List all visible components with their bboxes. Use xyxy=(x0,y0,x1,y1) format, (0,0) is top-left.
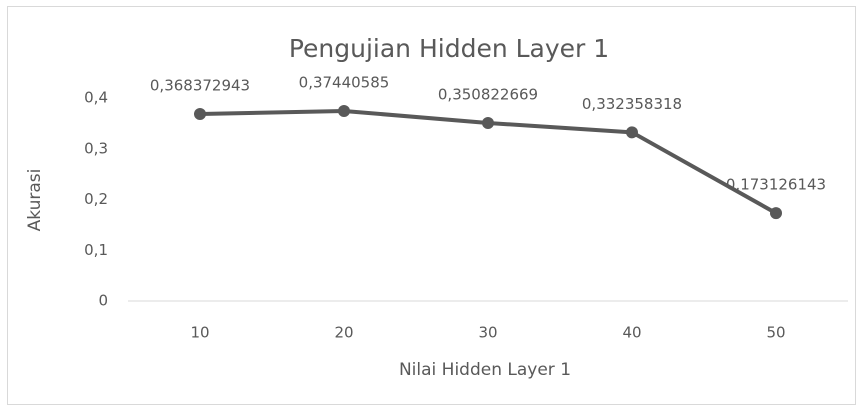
data-point xyxy=(194,108,206,121)
y-axis-title: Akurasi xyxy=(25,169,45,232)
chart-border xyxy=(7,6,856,405)
y-tick-label: 0,2 xyxy=(84,190,108,208)
data-label: 0,37440585 xyxy=(299,73,390,91)
x-tick-label: 40 xyxy=(622,324,641,342)
data-point xyxy=(338,104,350,117)
y-tick-label: 0,1 xyxy=(84,241,108,259)
x-tick-label: 30 xyxy=(478,324,497,342)
x-tick-label: 50 xyxy=(766,324,785,342)
data-point xyxy=(482,116,494,129)
x-tick-label: 10 xyxy=(190,324,209,342)
y-tick-label: 0 xyxy=(98,292,108,310)
y-tick-label: 0,4 xyxy=(84,89,108,107)
y-tick-label: 0,3 xyxy=(84,139,108,157)
chart-title: Pengujian Hidden Layer 1 xyxy=(289,34,609,63)
data-point xyxy=(626,126,638,139)
data-label: 0,368372943 xyxy=(150,77,250,95)
data-label: 0,173126143 xyxy=(726,176,826,194)
data-label: 0,350822669 xyxy=(438,85,538,103)
x-tick-label: 20 xyxy=(334,324,353,342)
data-label: 0,332358318 xyxy=(582,95,682,113)
x-axis-title: Nilai Hidden Layer 1 xyxy=(399,360,571,380)
data-point xyxy=(770,207,782,220)
